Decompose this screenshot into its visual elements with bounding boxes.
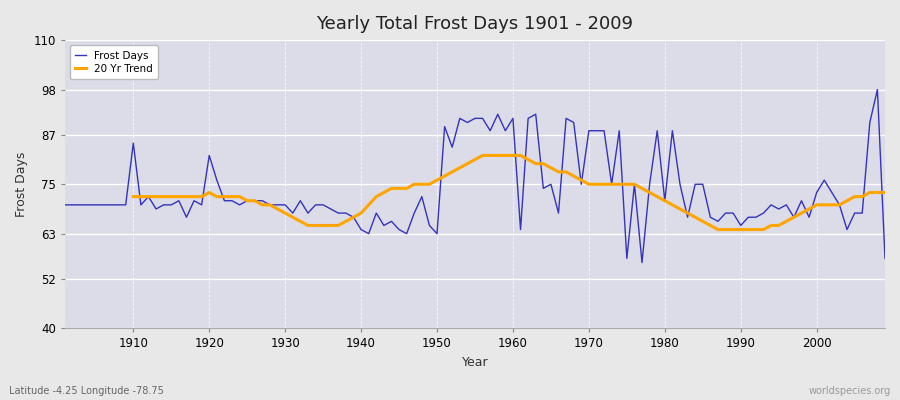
- Frost Days: [636, 260, 647, 265]
- 20 Yr Trend: [302, 223, 313, 228]
- 20 Yr Trend: [583, 182, 594, 187]
- Legend: Frost Days, 20 Yr Trend: Frost Days, 20 Yr Trend: [70, 45, 158, 79]
- Line: Frost Days: Frost Days: [65, 90, 885, 262]
- Frost Days: [879, 256, 890, 261]
- Frost Days: [500, 128, 511, 133]
- Frost Days: [872, 87, 883, 92]
- 20 Yr Trend: [713, 227, 724, 232]
- Frost Days: [121, 202, 131, 207]
- Frost Days: [333, 211, 344, 216]
- Y-axis label: Frost Days: Frost Days: [15, 152, 28, 217]
- 20 Yr Trend: [128, 194, 139, 199]
- Frost Days: [287, 211, 298, 216]
- 20 Yr Trend: [857, 194, 868, 199]
- X-axis label: Year: Year: [462, 356, 489, 369]
- Frost Days: [59, 202, 70, 207]
- Line: 20 Yr Trend: 20 Yr Trend: [133, 156, 885, 230]
- Text: Latitude -4.25 Longitude -78.75: Latitude -4.25 Longitude -78.75: [9, 386, 164, 396]
- 20 Yr Trend: [477, 153, 488, 158]
- Title: Yearly Total Frost Days 1901 - 2009: Yearly Total Frost Days 1901 - 2009: [317, 15, 634, 33]
- 20 Yr Trend: [272, 206, 283, 211]
- Text: worldspecies.org: worldspecies.org: [809, 386, 891, 396]
- 20 Yr Trend: [834, 202, 845, 207]
- Frost Days: [508, 116, 518, 121]
- Frost Days: [598, 128, 609, 133]
- 20 Yr Trend: [879, 190, 890, 195]
- 20 Yr Trend: [523, 157, 534, 162]
